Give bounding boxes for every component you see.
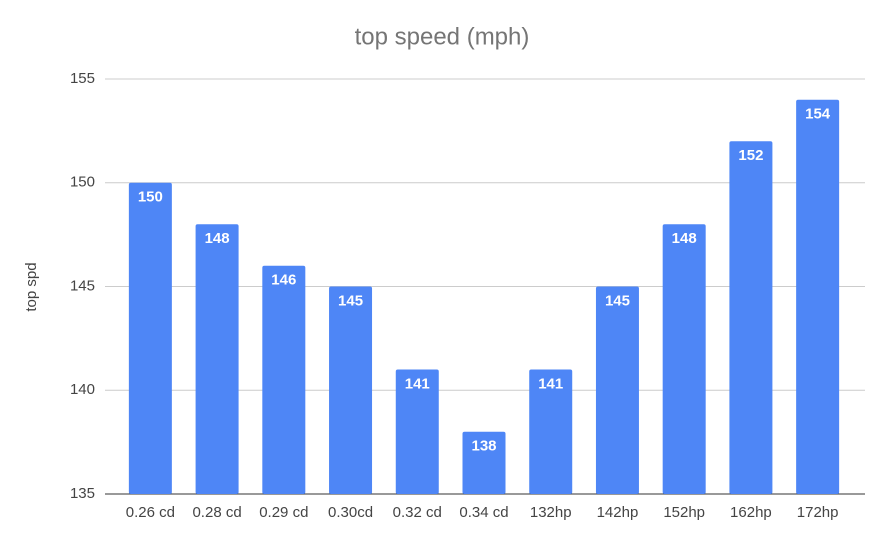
y-tick-label: 145 bbox=[70, 277, 95, 294]
y-tick-label: 140 bbox=[70, 381, 95, 398]
bar bbox=[529, 369, 573, 494]
data-label: 141 bbox=[405, 375, 430, 392]
y-tick-label: 150 bbox=[70, 174, 95, 191]
y-tick-label: 155 bbox=[70, 70, 95, 87]
x-tick-label: 0.34 cd bbox=[459, 504, 508, 521]
data-label: 141 bbox=[538, 375, 563, 392]
data-label: 145 bbox=[338, 292, 363, 309]
data-label: 138 bbox=[471, 438, 496, 455]
x-tick-label: 142hp bbox=[597, 504, 639, 521]
chart-title: top speed (mph) bbox=[355, 23, 530, 50]
x-tick-label: 0.32 cd bbox=[393, 504, 442, 521]
y-axis-label: top spd bbox=[23, 262, 40, 311]
x-tick-label: 0.26 cd bbox=[126, 504, 175, 521]
x-tick-label: 0.30cd bbox=[328, 504, 373, 521]
bar bbox=[662, 224, 706, 494]
data-label: 146 bbox=[271, 272, 296, 289]
x-tick-label: 0.29 cd bbox=[259, 504, 308, 521]
bar bbox=[729, 141, 773, 494]
data-label: 148 bbox=[205, 230, 230, 247]
bar bbox=[796, 99, 840, 494]
bar bbox=[128, 182, 172, 494]
x-tick-label: 162hp bbox=[730, 504, 772, 521]
data-label: 152 bbox=[738, 147, 763, 164]
x-tick-label: 152hp bbox=[663, 504, 705, 521]
bar bbox=[395, 369, 439, 494]
x-tick-label: 172hp bbox=[797, 504, 839, 521]
data-label: 145 bbox=[605, 292, 630, 309]
y-tick-label: 135 bbox=[70, 485, 95, 502]
data-label: 150 bbox=[138, 189, 163, 206]
bar bbox=[262, 265, 306, 494]
bar bbox=[329, 286, 373, 494]
bar bbox=[195, 224, 239, 494]
bar bbox=[595, 286, 639, 494]
x-tick-label: 0.28 cd bbox=[192, 504, 241, 521]
data-label: 154 bbox=[805, 106, 831, 123]
bar bbox=[462, 431, 506, 494]
x-tick-label: 132hp bbox=[530, 504, 572, 521]
data-label: 148 bbox=[672, 230, 697, 247]
